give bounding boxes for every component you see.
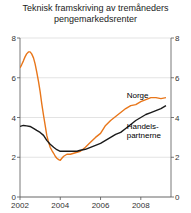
y2-tick-label: 0 (175, 193, 180, 202)
x-tick-label: 2002 (11, 201, 29, 210)
grid (20, 38, 171, 197)
line (20, 106, 166, 152)
y2-tick (171, 157, 174, 158)
y2-tick-label: 4 (175, 114, 180, 123)
series-group (20, 52, 166, 160)
annotation-line: Norge (127, 91, 149, 100)
y2-tick (171, 38, 174, 39)
y2-tick-label: 8 (175, 34, 180, 43)
x-tick (140, 197, 141, 200)
annotation: Handels-partnerne (127, 122, 162, 140)
annotations: Norge Handels-partnerne (127, 91, 162, 140)
y2-tick-label: 2 (175, 153, 180, 162)
x-tick-label: 2006 (92, 201, 110, 210)
y2-tick (171, 197, 174, 198)
y-tick (17, 197, 20, 198)
x-tick (100, 197, 101, 200)
grid-line (20, 157, 171, 158)
x-tick (20, 197, 21, 200)
y-tick-label: 6 (12, 74, 17, 83)
y-tick (17, 77, 20, 78)
grid-line (20, 197, 171, 198)
grid-line (20, 38, 171, 39)
x-tick-label: 2008 (132, 201, 150, 210)
x-tick (60, 197, 61, 200)
y2-tick (171, 117, 174, 118)
x-tick-label: 2004 (51, 201, 69, 210)
y-tick-label: 8 (12, 34, 17, 43)
chart: Teknisk framskriving av tremånederspenge… (0, 0, 191, 213)
y2-tick (171, 77, 174, 78)
annotation-line: partnerne (127, 131, 162, 140)
y-tick-label: 0 (12, 193, 17, 202)
line (20, 52, 166, 160)
title-line: pengemarkedsrenter (54, 14, 137, 24)
grid-line (20, 77, 171, 78)
y2-tick-label: 6 (175, 74, 180, 83)
title: Teknisk framskriving av tremånederspenge… (22, 3, 169, 24)
y-tick (17, 117, 20, 118)
title-line: Teknisk framskriving av tremåneders (22, 3, 169, 13)
y-tick-label: 2 (12, 153, 17, 162)
grid-line (20, 117, 171, 118)
y-tick (17, 38, 20, 39)
y-tick (17, 157, 20, 158)
y-tick-label: 4 (12, 114, 17, 123)
axes: 2002 2004 2006 2008 0 2 4 6 8 0 2 4 6 8 (11, 34, 180, 210)
annotation: Norge (127, 91, 149, 100)
x-axis-line (20, 197, 171, 198)
